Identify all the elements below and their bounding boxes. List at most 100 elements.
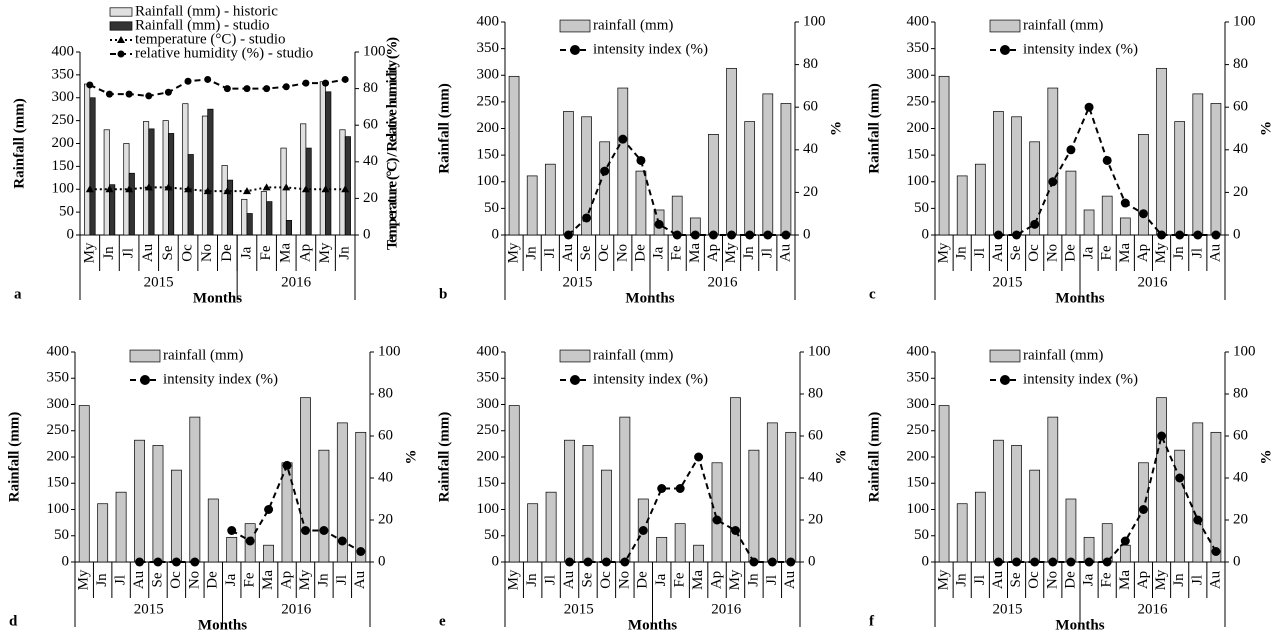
x-tick-label: Ma (278, 243, 294, 263)
x-tick-label: Jn (741, 246, 757, 260)
bar (1101, 195, 1113, 236)
x-tick-label: Ma (260, 570, 276, 590)
bar (956, 175, 968, 236)
y2-tick-label: 80 (803, 56, 818, 72)
y-axis-label: Rainfall (mm) (866, 83, 882, 173)
x-tick-label: De (1062, 571, 1078, 589)
marker (767, 557, 777, 567)
x-tick-label: Jn (337, 246, 353, 260)
marker (242, 187, 251, 195)
x-tick-label: Ja (1081, 246, 1097, 259)
bar (226, 179, 234, 236)
marker (341, 185, 350, 193)
marker (727, 230, 737, 240)
marker (243, 85, 251, 93)
x-tick-label: Fe (258, 245, 274, 260)
y2-axis-label: % (403, 450, 419, 465)
y2-tick-label: 40 (363, 153, 378, 169)
x-tick-label: Au (777, 243, 793, 262)
bar (693, 544, 705, 563)
bar (1174, 449, 1186, 563)
marker (341, 75, 349, 83)
group-label: 2015 (564, 601, 594, 617)
x-tick-label: Jl (759, 248, 775, 258)
y-tick-label: 250 (52, 112, 75, 128)
x-tick-label: Jl (113, 575, 129, 585)
bar (207, 498, 219, 563)
bar (103, 129, 110, 236)
bar (766, 422, 778, 563)
y2-axis-label: % (1258, 450, 1274, 465)
bar (241, 198, 248, 236)
y-tick-label: 200 (47, 448, 70, 464)
marker (164, 183, 173, 191)
y-tick-label: 50 (484, 200, 499, 216)
marker (672, 230, 682, 240)
bar (656, 536, 668, 563)
marker (563, 230, 573, 240)
bar (189, 416, 201, 563)
marker (565, 557, 575, 567)
marker (322, 79, 330, 87)
y-tick-label: 50 (914, 200, 929, 216)
bar (1156, 397, 1167, 563)
x-tick-label: De (632, 244, 648, 262)
x-tick-label: Se (1008, 245, 1024, 260)
x-tick-label: Se (1008, 572, 1024, 587)
x-tick-label: Jl (1189, 248, 1205, 258)
bar (711, 462, 723, 563)
bar (1119, 544, 1131, 563)
bar (152, 445, 164, 563)
marker (337, 536, 347, 546)
bar (938, 405, 950, 563)
y-tick-label: 0 (922, 226, 930, 242)
bar (1192, 422, 1204, 563)
y-tick-label: 300 (52, 89, 75, 105)
y2-tick-label: 100 (1233, 343, 1256, 359)
group-label: 2016 (281, 274, 312, 290)
marker (184, 77, 192, 85)
marker (86, 81, 94, 89)
x-tick-label: Oc (596, 244, 612, 262)
bar (109, 184, 116, 236)
y2-tick-label: 20 (1233, 511, 1248, 527)
x-tick-label: De (1062, 244, 1078, 262)
legend-swatch (989, 349, 1021, 363)
bar (545, 491, 557, 563)
x-tick-label: Ja (1081, 573, 1097, 586)
y-tick-label: 300 (477, 67, 500, 83)
legend-marker (570, 375, 580, 385)
y-axis-label: Rainfall (mm) (866, 412, 882, 502)
bar (344, 136, 351, 236)
marker (600, 166, 610, 176)
marker (694, 452, 704, 462)
marker (993, 557, 1003, 567)
y-tick-label: 400 (52, 43, 75, 59)
y-tick-label: 100 (477, 173, 500, 189)
marker (223, 187, 232, 195)
y-tick-label: 150 (477, 147, 500, 163)
marker (1048, 177, 1058, 187)
bar (635, 170, 647, 236)
marker (105, 185, 114, 193)
x-tick-label: Au (990, 243, 1006, 262)
y-tick-label: 200 (907, 120, 930, 136)
x-tick-label: Ap (297, 244, 313, 262)
x-tick-label: De (205, 571, 221, 589)
x-tick-label: Oc (598, 571, 614, 589)
marker (153, 557, 163, 567)
group-label: 2016 (708, 274, 739, 290)
group-label: 2016 (711, 601, 742, 617)
x-tick-label: Fe (1099, 572, 1115, 587)
legend-swatch (559, 19, 591, 33)
marker (582, 213, 592, 223)
marker (763, 230, 773, 240)
x-tick-label: No (1044, 244, 1060, 262)
legend-marker (117, 36, 125, 43)
y2-tick-label: 60 (808, 427, 823, 443)
bar (508, 75, 520, 236)
marker (164, 88, 172, 96)
marker (282, 83, 290, 91)
legend-label: rainfall (mm) (1023, 347, 1103, 363)
marker (282, 183, 291, 191)
